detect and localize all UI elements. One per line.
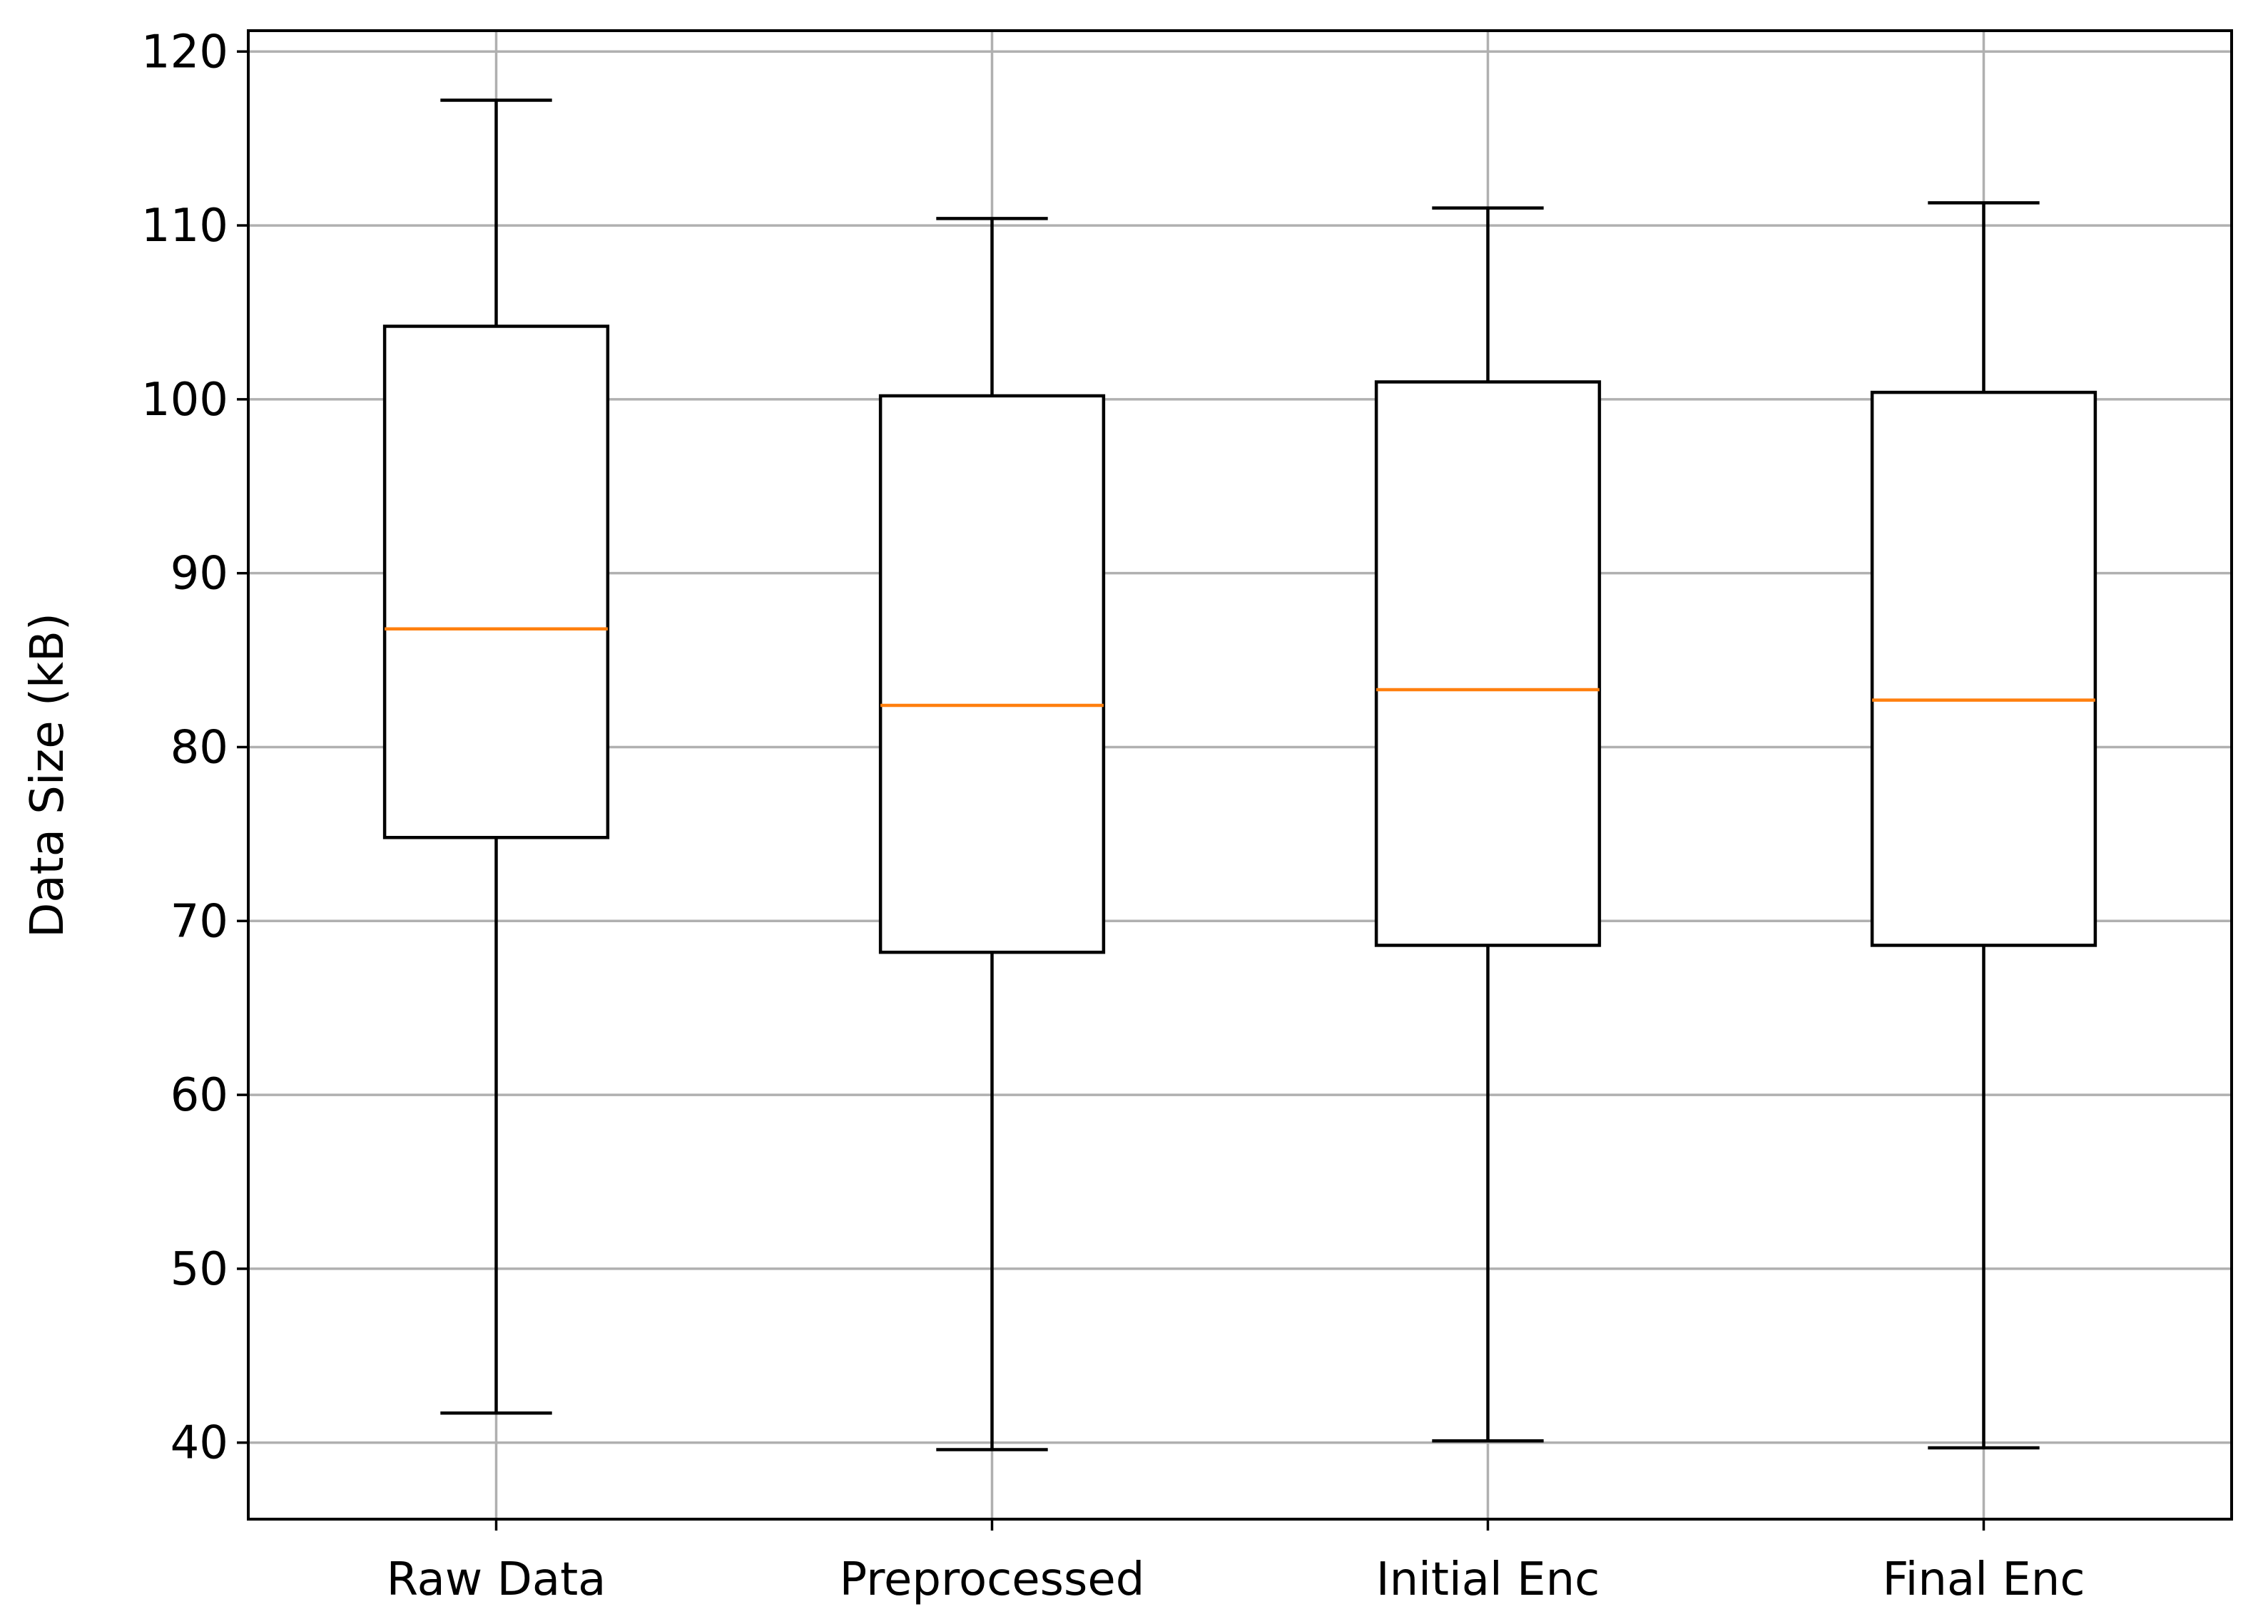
box-iqr [1374, 380, 1602, 947]
x-tick-label: Preprocessed [840, 1553, 1145, 1606]
x-tick-label: Final Enc [1882, 1553, 2085, 1606]
y-tick-label: 80 [171, 721, 228, 774]
box-series [382, 98, 2097, 1451]
x-axis: Raw Data Preprocessed Initial Enc Final Enc [387, 1519, 2085, 1606]
box-3 [1374, 206, 1602, 1443]
plot-frame [247, 29, 2233, 1521]
box-1 [382, 98, 610, 1415]
y-tick-label: 40 [171, 1417, 228, 1470]
box-iqr [1870, 390, 2097, 947]
y-tick-label: 120 [141, 26, 228, 78]
y-tick-label: 50 [171, 1243, 228, 1296]
y-tick-label: 60 [171, 1069, 228, 1122]
box-iqr [382, 325, 610, 839]
box-iqr [878, 394, 1106, 954]
x-tick-label: Initial Enc [1376, 1553, 1600, 1606]
y-tick-label: 100 [141, 374, 228, 427]
y-axis-label: Data Size (kB) [21, 613, 74, 938]
y-tick-label: 90 [171, 548, 228, 601]
y-axis: 40 50 60 70 80 90 100 110 120 [141, 26, 248, 1470]
box-4 [1870, 201, 2097, 1450]
box-2 [878, 217, 1106, 1451]
y-tick-label: 70 [171, 895, 228, 948]
y-tick-label: 110 [141, 200, 228, 252]
x-tick-label: Raw Data [387, 1553, 606, 1606]
